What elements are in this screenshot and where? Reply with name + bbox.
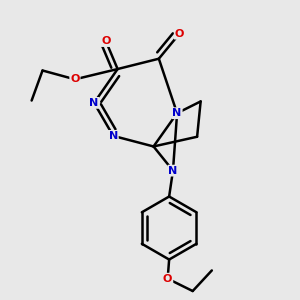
Text: O: O xyxy=(101,36,110,46)
Text: O: O xyxy=(163,274,172,284)
Text: N: N xyxy=(89,98,99,108)
Text: N: N xyxy=(172,108,182,118)
Text: O: O xyxy=(70,74,80,84)
Text: O: O xyxy=(175,29,184,39)
Text: N: N xyxy=(109,131,118,141)
Text: N: N xyxy=(168,166,178,176)
